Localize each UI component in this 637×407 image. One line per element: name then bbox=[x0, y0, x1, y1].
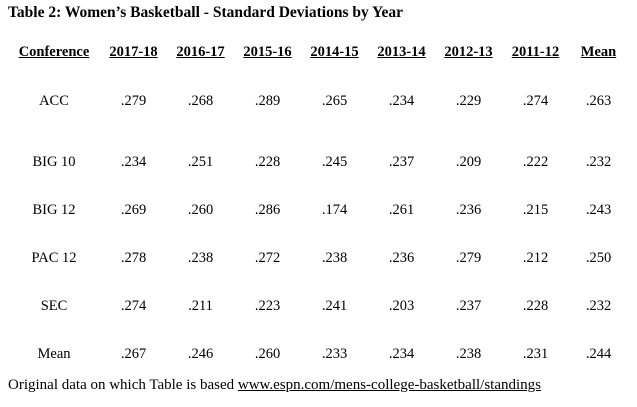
table-cell: .267 bbox=[120, 345, 147, 362]
row-label-cell: SEC bbox=[40, 297, 68, 314]
table-cell: .209 bbox=[455, 153, 482, 170]
table-cell: .279 bbox=[120, 92, 147, 109]
table-cell: .272 bbox=[254, 249, 281, 266]
table-cell: .238 bbox=[187, 249, 214, 266]
table-cell: .278 bbox=[120, 249, 147, 266]
row-label-cell: BIG 12 bbox=[32, 201, 76, 218]
row-label-cell: BIG 10 bbox=[32, 153, 76, 170]
source-note: Original data on which Table is based ww… bbox=[8, 377, 541, 394]
table-cell: .231 bbox=[522, 345, 549, 362]
row-label-cell: ACC bbox=[39, 92, 69, 109]
table-cell: .263 bbox=[585, 92, 612, 109]
column-header-mean: Mean bbox=[580, 43, 617, 60]
table-title: Table 2: Women’s Basketball - Standard D… bbox=[8, 4, 404, 21]
table-cell: .229 bbox=[455, 92, 482, 109]
table-cell: .223 bbox=[254, 297, 281, 314]
table-row: BIG 10 .234 .251 .228 .245 .237 .209 .22… bbox=[8, 138, 628, 186]
table-cell: .244 bbox=[585, 345, 612, 362]
table-cell: .260 bbox=[254, 345, 281, 362]
table-cell: .228 bbox=[254, 153, 281, 170]
table-cell: .243 bbox=[585, 201, 612, 218]
table-cell: .274 bbox=[120, 297, 147, 314]
column-header-2013-14: 2013-14 bbox=[377, 43, 426, 60]
table-cell: .234 bbox=[120, 153, 147, 170]
table-cell: .203 bbox=[388, 297, 415, 314]
table-cell: .245 bbox=[321, 153, 348, 170]
table-cell: .269 bbox=[120, 201, 147, 218]
table-cell: .233 bbox=[321, 345, 348, 362]
source-link[interactable]: www.espn.com/mens-college-basketball/sta… bbox=[237, 377, 541, 393]
table-cell: .174 bbox=[321, 201, 348, 218]
standard-deviations-table: Conference 2017-18 2016-17 2015-16 2014-… bbox=[8, 40, 628, 378]
column-header-2011-12: 2011-12 bbox=[511, 43, 560, 60]
table-cell: .234 bbox=[388, 345, 415, 362]
table-cell: .237 bbox=[455, 297, 482, 314]
source-note-text: Original data on which Table is based bbox=[8, 377, 238, 393]
table-cell: .228 bbox=[522, 297, 549, 314]
table-cell: .241 bbox=[321, 297, 348, 314]
table-cell: .234 bbox=[388, 92, 415, 109]
table-cell: .250 bbox=[585, 249, 612, 266]
table-cell: .286 bbox=[254, 201, 281, 218]
table-cell: .211 bbox=[188, 297, 213, 314]
column-header-2015-16: 2015-16 bbox=[243, 43, 292, 60]
column-header-2017-18: 2017-18 bbox=[109, 43, 158, 60]
table-cell: .268 bbox=[187, 92, 214, 109]
table-cell: .212 bbox=[522, 249, 549, 266]
column-header-conference: Conference bbox=[18, 43, 90, 60]
table-cell: .237 bbox=[388, 153, 415, 170]
table-cell: .265 bbox=[321, 92, 348, 109]
table-row: SEC .274 .211 .223 .241 .203 .237 .228 .… bbox=[8, 282, 628, 330]
table-cell: .238 bbox=[321, 249, 348, 266]
table-cell: .260 bbox=[187, 201, 214, 218]
column-header-2012-13: 2012-13 bbox=[444, 43, 493, 60]
column-header-2014-15: 2014-15 bbox=[310, 43, 359, 60]
table-cell: .222 bbox=[522, 153, 549, 170]
table-cell: .289 bbox=[254, 92, 281, 109]
table-cell: .215 bbox=[522, 201, 549, 218]
table-cell: .236 bbox=[388, 249, 415, 266]
header-row: Conference 2017-18 2016-17 2015-16 2014-… bbox=[8, 40, 628, 64]
column-header-2016-17: 2016-17 bbox=[176, 43, 225, 60]
table-cell: .238 bbox=[455, 345, 482, 362]
table-cell: .274 bbox=[522, 92, 549, 109]
table-row: BIG 12 .269 .260 .286 .174 .261 .236 .21… bbox=[8, 186, 628, 234]
table-row: PAC 12 .278 .238 .272 .238 .236 .279 .21… bbox=[8, 234, 628, 282]
table-cell: .261 bbox=[388, 201, 415, 218]
table-cell: .232 bbox=[585, 153, 612, 170]
table-cell: .236 bbox=[455, 201, 482, 218]
table-cell: .246 bbox=[187, 345, 214, 362]
table-row-mean: Mean .267 .246 .260 .233 .234 .238 .231 … bbox=[8, 330, 628, 378]
table-cell: .232 bbox=[585, 297, 612, 314]
row-label-cell: PAC 12 bbox=[31, 249, 77, 266]
table-cell: .251 bbox=[187, 153, 214, 170]
row-label-cell: Mean bbox=[37, 345, 71, 362]
table-cell: .279 bbox=[455, 249, 482, 266]
table-row: ACC .279 .268 .289 .265 .234 .229 .274 .… bbox=[8, 64, 628, 138]
